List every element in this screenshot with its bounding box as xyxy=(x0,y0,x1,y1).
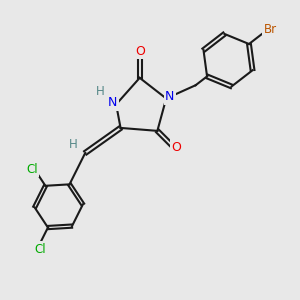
Text: Cl: Cl xyxy=(26,163,38,176)
Text: N: N xyxy=(165,91,174,103)
Text: O: O xyxy=(135,45,145,58)
Text: N: N xyxy=(108,96,117,110)
Text: Br: Br xyxy=(263,23,277,36)
Text: O: O xyxy=(172,141,182,154)
Text: H: H xyxy=(69,138,78,151)
Text: Cl: Cl xyxy=(34,243,46,256)
Text: H: H xyxy=(96,85,104,98)
